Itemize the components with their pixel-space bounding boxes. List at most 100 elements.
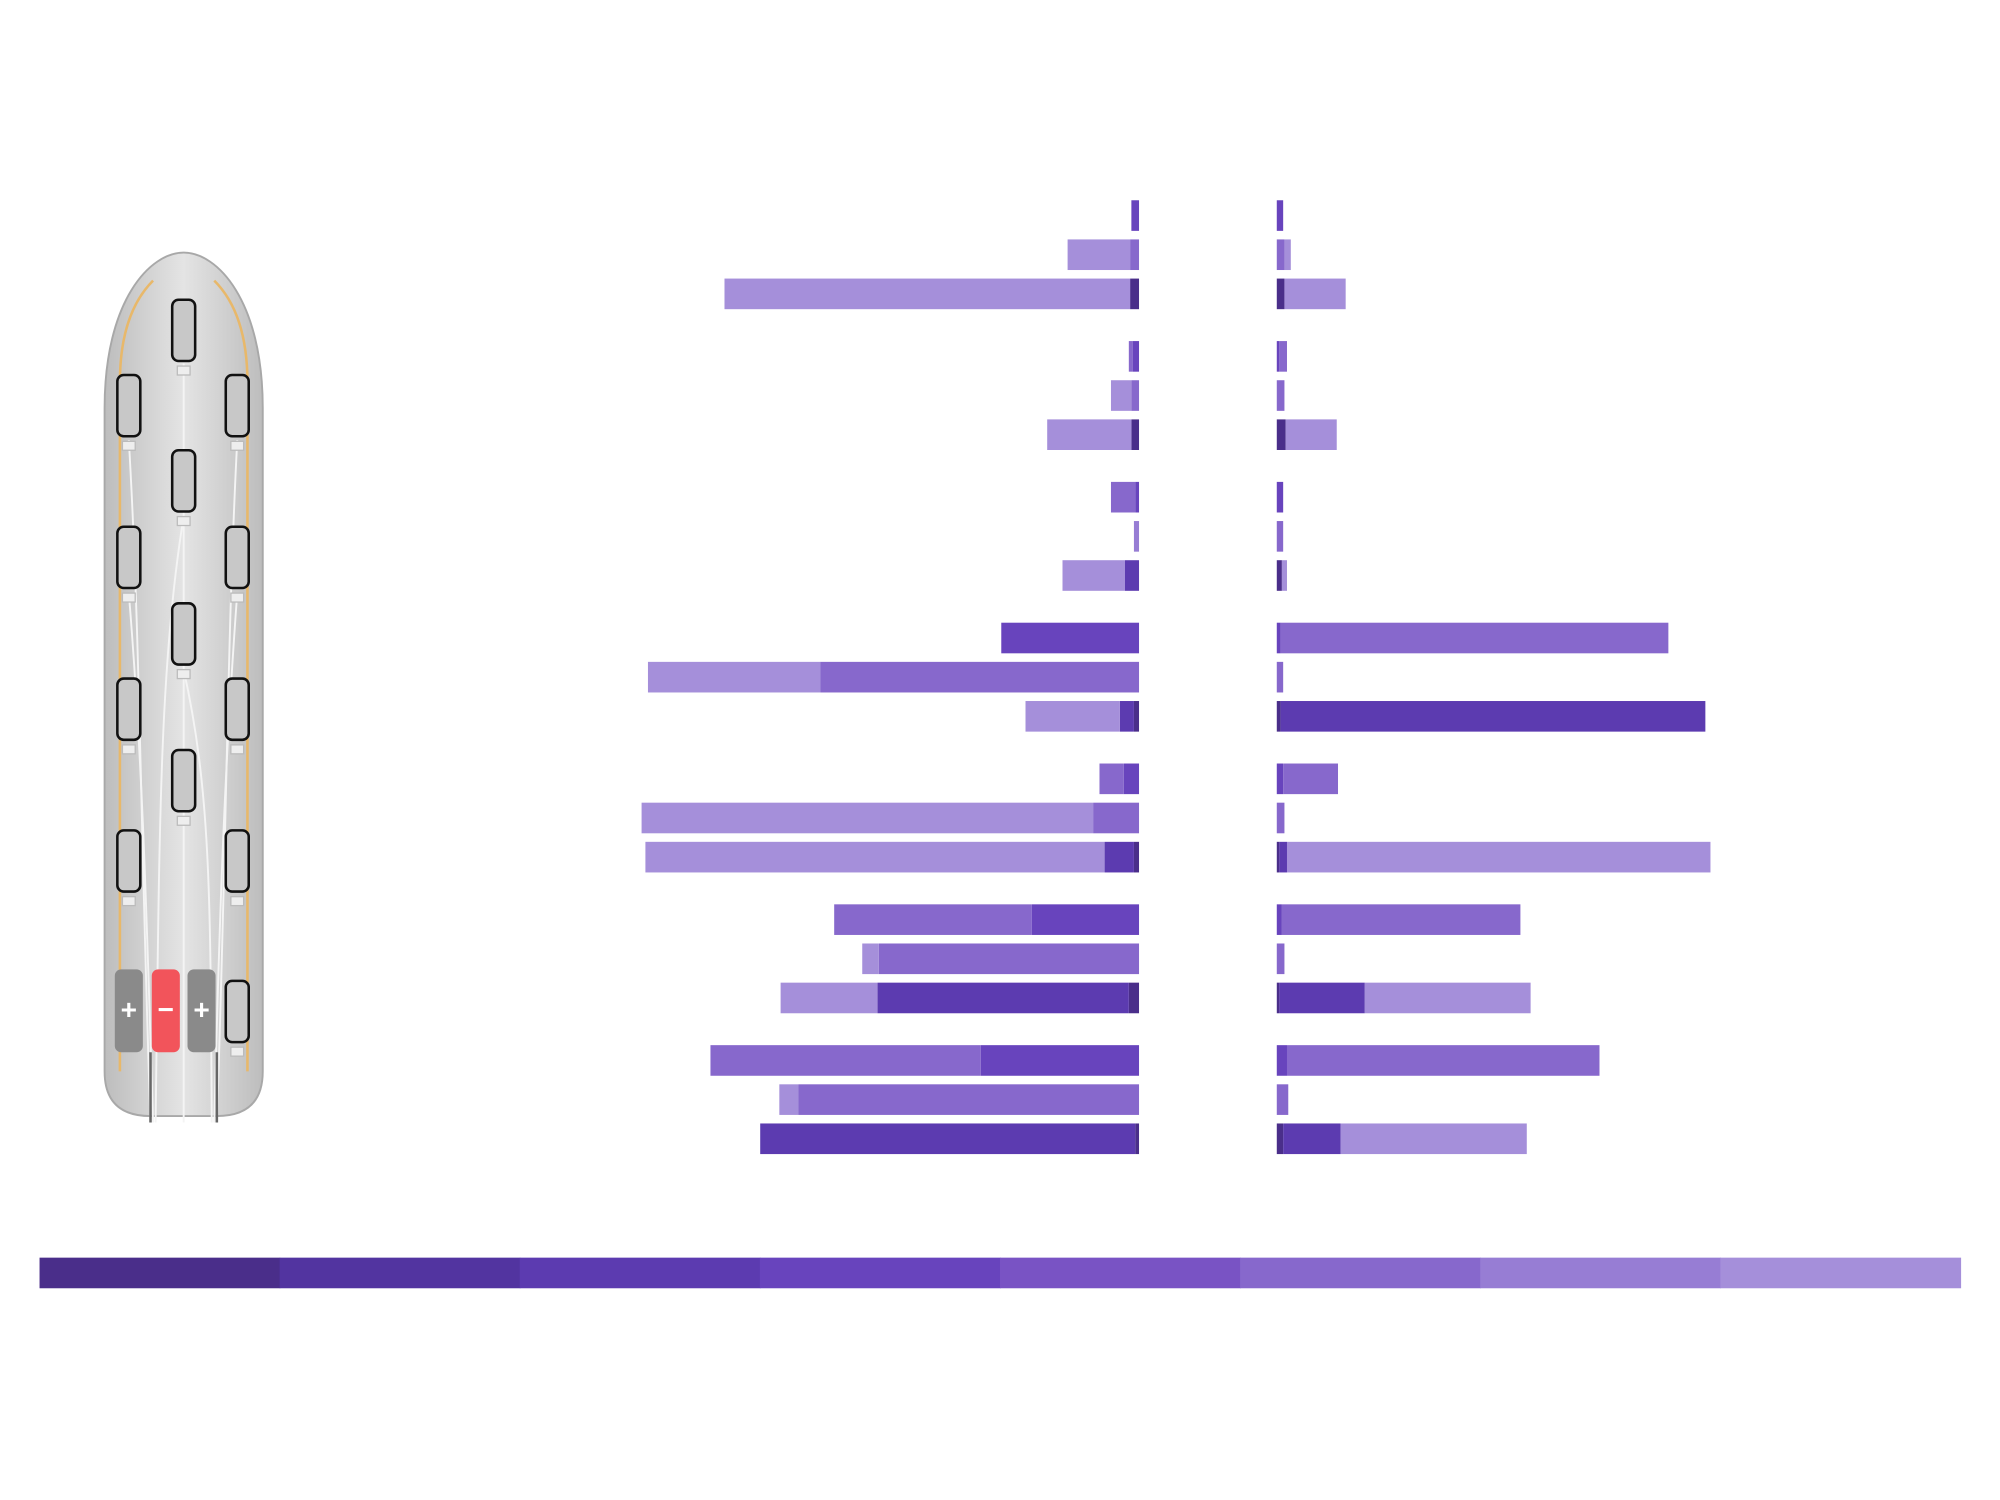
bar-segment — [1276, 1084, 1289, 1115]
bar-segment — [862, 943, 879, 975]
colorbar-segment — [1240, 1257, 1481, 1289]
bar-segment — [1276, 481, 1284, 513]
colorbar-segment — [519, 1257, 761, 1289]
bar-segment — [878, 943, 1140, 975]
electrode — [116, 373, 142, 438]
bar-segment — [1364, 982, 1531, 1014]
bar-segment — [1131, 200, 1140, 231]
bar-segment — [1286, 841, 1711, 873]
electrode — [170, 448, 197, 513]
bar-segment — [834, 904, 1032, 935]
contact — [151, 969, 180, 1053]
colorbar-segment — [279, 1257, 521, 1289]
bar-segment — [980, 1045, 1140, 1076]
bar-segment — [1280, 701, 1706, 732]
bar-segment — [1276, 1123, 1284, 1155]
electrode — [116, 525, 142, 590]
bar-segment — [1031, 904, 1140, 935]
bar-segment — [1110, 380, 1132, 411]
bar-segment — [1104, 841, 1134, 873]
bar-segment — [1285, 419, 1337, 450]
electrode — [170, 602, 197, 666]
bar-segment — [1276, 763, 1284, 795]
bar-segment — [798, 1084, 1140, 1115]
bar-segment — [1276, 380, 1285, 411]
bar-segment — [1281, 560, 1287, 591]
bar-segment — [820, 661, 1140, 693]
bar-segment — [1279, 841, 1287, 873]
bar-segment — [1047, 419, 1132, 450]
bar-segment — [1276, 943, 1285, 975]
bar-segment — [645, 841, 1105, 873]
bar-segment — [1279, 982, 1365, 1014]
colorbar-segment — [1720, 1257, 1962, 1289]
bar-segment — [1276, 802, 1285, 834]
bar-segment — [1286, 1045, 1600, 1076]
bar-segment — [1132, 341, 1140, 372]
electrode-pad — [230, 744, 245, 755]
contact — [187, 969, 216, 1053]
bar-segment — [1001, 622, 1140, 654]
bar-segment — [780, 982, 878, 1014]
electrode-pad — [176, 669, 191, 680]
bar-segment — [1110, 481, 1136, 513]
colorbar-segment — [1480, 1257, 1721, 1289]
bar-segment — [1276, 622, 1281, 654]
electrode — [116, 677, 142, 742]
bar-segment — [1276, 1045, 1287, 1076]
electrode-pad — [176, 365, 191, 376]
bar-segment — [1280, 622, 1669, 654]
bar-segment — [1276, 661, 1284, 693]
bar-segment — [1135, 1123, 1140, 1155]
electrode-pad — [230, 592, 245, 603]
bar-segment — [1276, 419, 1286, 450]
bar-segment — [1276, 841, 1280, 873]
bar-segment — [710, 1045, 981, 1076]
bar-segment — [1130, 278, 1140, 310]
bar-segment — [1284, 278, 1346, 310]
electrode-pad — [121, 440, 136, 451]
bar-segment — [1067, 239, 1131, 271]
electrode — [224, 677, 250, 742]
bar-segment — [1123, 763, 1140, 795]
bar-segment — [1276, 239, 1285, 271]
electrode-pad — [121, 896, 136, 907]
electrode-pad — [230, 440, 245, 451]
bar-segment — [1276, 278, 1285, 310]
electrode-pad — [176, 815, 191, 826]
electrode-pad — [230, 896, 245, 907]
bar-segment — [1276, 560, 1282, 591]
bar-segment — [1276, 701, 1281, 732]
bar-segment — [1128, 982, 1140, 1014]
electrode — [170, 298, 197, 363]
electrode-pad — [121, 592, 136, 603]
electrode-pad — [230, 1046, 245, 1057]
contact-label: + — [121, 994, 137, 1025]
bar-segment — [1340, 1123, 1527, 1155]
bar-segment — [1284, 239, 1291, 271]
bar-segment — [1131, 419, 1140, 450]
electrode — [224, 373, 250, 438]
bar-segment — [1133, 841, 1140, 873]
bar-segment — [1276, 341, 1280, 372]
bar-segment — [647, 661, 821, 693]
bar-segment — [1276, 982, 1280, 1014]
bar-segment — [1276, 904, 1282, 935]
electrode-pad — [176, 515, 191, 527]
electrode-pad — [121, 744, 136, 755]
electrodes — [116, 298, 250, 1057]
electrode — [116, 829, 142, 893]
bar-segment — [779, 1084, 799, 1115]
bar-segment — [877, 982, 1129, 1014]
electrode — [224, 979, 250, 1044]
bar-segment — [1099, 763, 1124, 795]
bar-segment — [1128, 341, 1133, 372]
bar-segment — [1062, 560, 1125, 591]
colorbar-segment — [39, 1257, 281, 1289]
bar-segment — [1276, 200, 1284, 231]
bar-segment — [1283, 1123, 1341, 1155]
electrode — [170, 748, 197, 813]
bar-segment — [1281, 904, 1521, 935]
